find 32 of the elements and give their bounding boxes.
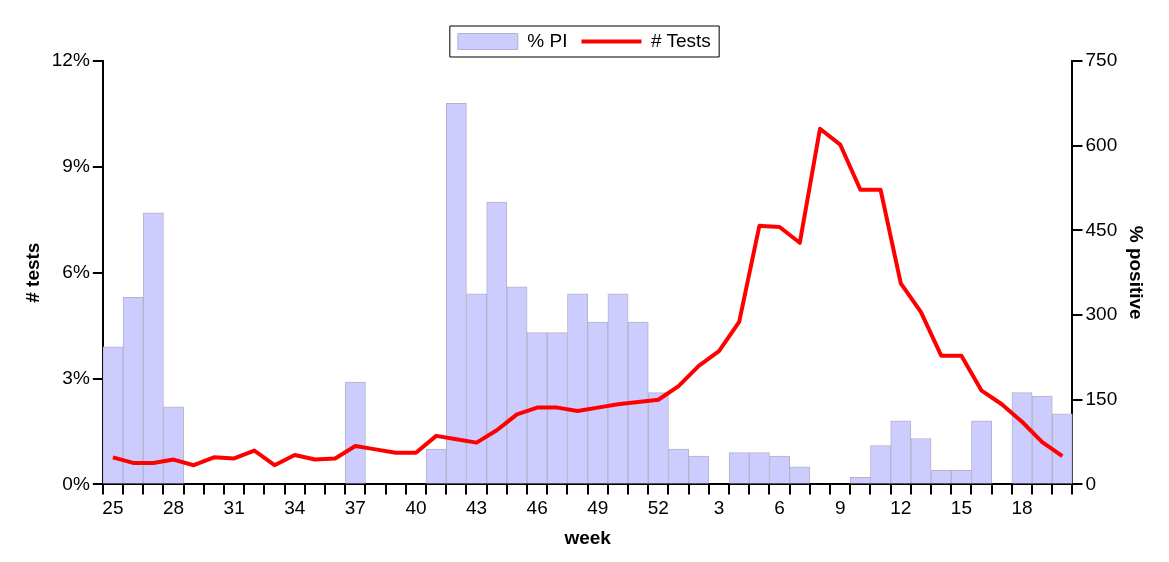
x-axis-title: week <box>563 526 612 548</box>
x-tick-label: 12 <box>890 497 912 519</box>
x-tick-label: 34 <box>284 497 306 519</box>
legend-label: % PI <box>527 29 568 51</box>
y2-tick-label: 0 <box>1085 472 1097 494</box>
y2-axis-title: % positive <box>1126 225 1148 320</box>
y2-tick-label: 450 <box>1085 218 1118 240</box>
y-tick-label: 3% <box>62 366 90 388</box>
x-tick-label: 6 <box>774 497 785 519</box>
x-tick-label: 9 <box>834 497 846 519</box>
x-tick-label: 37 <box>344 497 366 519</box>
x-tick-label: 40 <box>405 497 427 519</box>
y-tick-label: 0% <box>62 472 90 494</box>
x-tick-label: 25 <box>102 497 124 519</box>
x-tick-label: 15 <box>950 497 972 519</box>
x-tick-label: 18 <box>1011 497 1033 519</box>
legend-label: # Tests <box>650 29 711 51</box>
y-tick-label: 12% <box>51 49 90 71</box>
x-tick-label: 49 <box>587 497 609 519</box>
x-tick-label: 43 <box>465 497 488 519</box>
x-tick-label: 52 <box>647 497 669 519</box>
y2-tick-label: 150 <box>1085 387 1118 409</box>
y-tick-label: 9% <box>62 155 90 177</box>
y-axis-title: # tests <box>21 242 43 303</box>
x-tick-label: 46 <box>526 497 548 519</box>
y2-tick-label: 750 <box>1085 49 1118 71</box>
y-tick-label: 6% <box>62 260 90 282</box>
x-tick-label: 28 <box>162 497 185 519</box>
y2-tick-label: 600 <box>1085 133 1118 155</box>
y2-tick-label: 300 <box>1085 303 1118 325</box>
x-tick-label: 3 <box>713 497 725 519</box>
x-tick-label: 31 <box>223 497 245 519</box>
